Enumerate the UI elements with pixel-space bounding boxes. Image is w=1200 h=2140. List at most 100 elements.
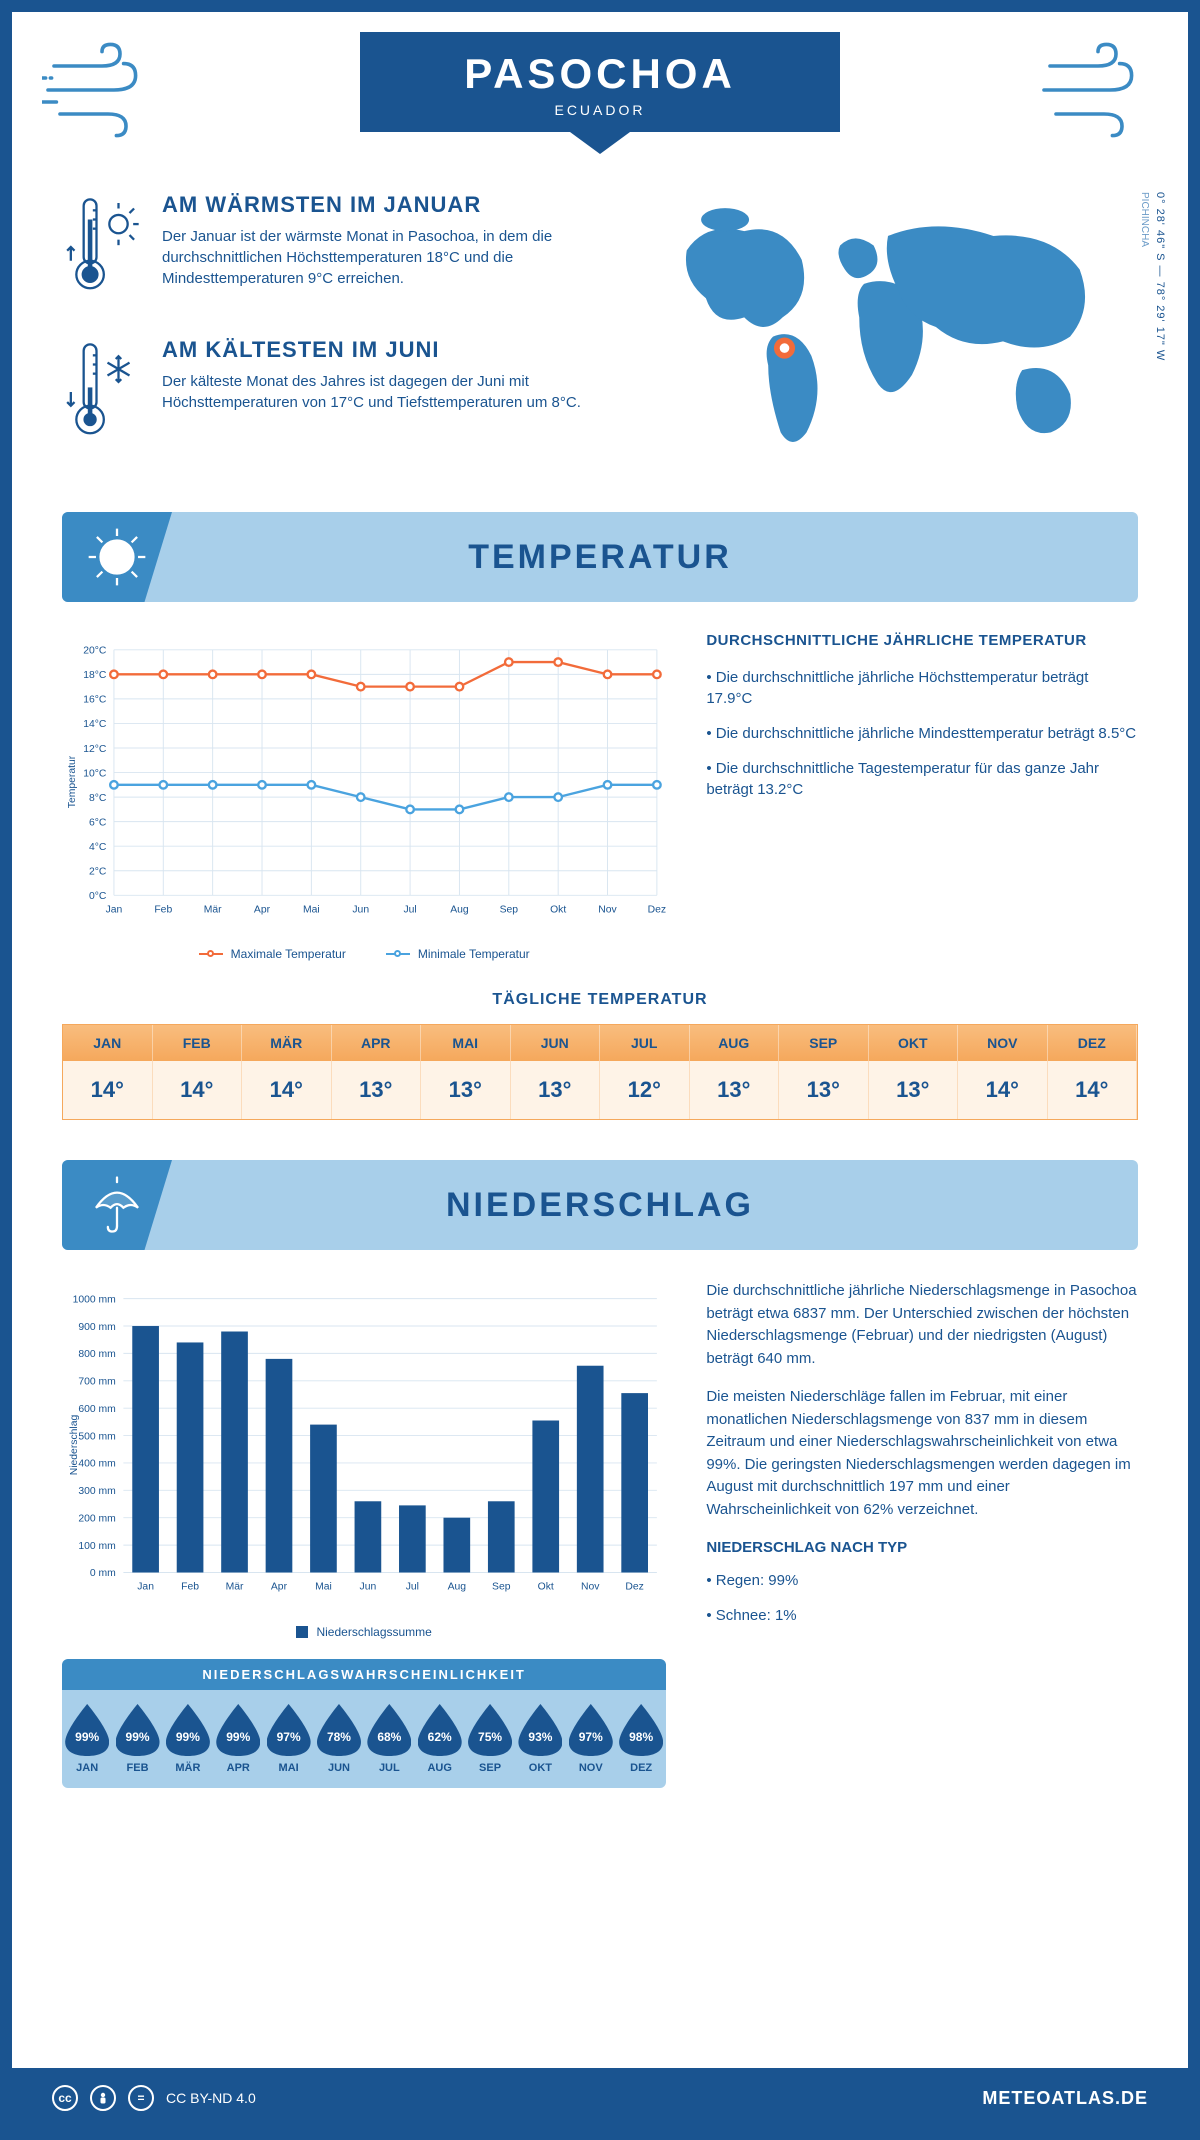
daily-month-header: AUG	[690, 1025, 780, 1061]
daily-month-header: NOV	[958, 1025, 1048, 1061]
by-icon	[90, 2085, 116, 2111]
map-svg	[658, 192, 1118, 462]
daily-temp-value: 13°	[421, 1061, 511, 1119]
svg-text:Nov: Nov	[598, 904, 617, 915]
svg-text:Aug: Aug	[448, 1581, 467, 1592]
temperature-section-banner: TEMPERATUR	[62, 512, 1138, 602]
intro-row: AM WÄRMSTEN IM JANUAR Der Januar ist der…	[62, 192, 1138, 482]
svg-text:Okt: Okt	[538, 1581, 554, 1592]
thermometer-snow-icon	[62, 337, 142, 452]
prob-title: NIEDERSCHLAGSWAHRSCHEINLICHKEIT	[62, 1659, 666, 1690]
svg-text:200 mm: 200 mm	[78, 1513, 115, 1524]
daily-temp-table: JANFEBMÄRAPRMAIJUNJULAUGSEPOKTNOVDEZ 14°…	[62, 1024, 1138, 1120]
daily-month-header: APR	[332, 1025, 422, 1061]
temp-desc-heading: DURCHSCHNITTLICHE JÄHRLICHE TEMPERATUR	[706, 632, 1138, 649]
thermometer-sun-icon	[62, 192, 142, 307]
prob-drop: 62%AUG	[415, 1704, 465, 1774]
daily-temp-value: 13°	[690, 1061, 780, 1119]
warmest-text: Der Januar ist der wärmste Monat in Paso…	[162, 226, 618, 289]
precipitation-description: Die durchschnittliche jährliche Niedersc…	[706, 1280, 1138, 1788]
warmest-title: AM WÄRMSTEN IM JANUAR	[162, 192, 618, 218]
legend-min-temp: Minimale Temperatur	[386, 947, 530, 961]
wind-icon	[1038, 42, 1158, 138]
daily-month-header: OKT	[869, 1025, 959, 1061]
svg-text:20°C: 20°C	[83, 646, 107, 657]
svg-text:16°C: 16°C	[83, 695, 107, 706]
temp-desc-bullet: • Die durchschnittliche jährliche Höchst…	[706, 667, 1138, 709]
daily-month-header: FEB	[153, 1025, 243, 1061]
svg-text:Jun: Jun	[352, 904, 369, 915]
prob-drop: 75%SEP	[465, 1704, 515, 1774]
prob-drop: 99%MÄR	[163, 1704, 213, 1774]
svg-text:500 mm: 500 mm	[78, 1431, 115, 1442]
daily-month-header: JUL	[600, 1025, 690, 1061]
precip-paragraph: Die meisten Niederschläge fallen im Febr…	[706, 1386, 1138, 1521]
daily-month-header: MAI	[421, 1025, 511, 1061]
svg-text:10°C: 10°C	[83, 768, 107, 779]
site-name: METEOATLAS.DE	[982, 2088, 1148, 2109]
temperature-heading: TEMPERATUR	[172, 538, 1138, 577]
svg-text:800 mm: 800 mm	[78, 1349, 115, 1360]
page-subtitle: ECUADOR	[360, 102, 840, 118]
world-map: 0° 28' 46" S — 78° 29' 17" W PICHINCHA	[658, 192, 1138, 482]
daily-month-header: JAN	[63, 1025, 153, 1061]
license: cc = CC BY-ND 4.0	[52, 2085, 256, 2111]
svg-text:Mär: Mär	[226, 1581, 244, 1592]
legend-max-temp: Maximale Temperatur	[199, 947, 346, 961]
daily-temp-value: 13°	[779, 1061, 869, 1119]
daily-temp-value: 14°	[63, 1061, 153, 1119]
temperature-chart-row: 0°C2°C4°C6°C8°C10°C12°C14°C16°C18°C20°CJ…	[62, 632, 1138, 961]
svg-text:700 mm: 700 mm	[78, 1377, 115, 1388]
svg-text:300 mm: 300 mm	[78, 1486, 115, 1497]
nd-icon: =	[128, 2085, 154, 2111]
precip-probability-bar: NIEDERSCHLAGSWAHRSCHEINLICHKEIT 99%JAN99…	[62, 1659, 666, 1788]
svg-text:Feb: Feb	[181, 1581, 199, 1592]
svg-text:4°C: 4°C	[89, 842, 107, 853]
precipitation-section-banner: NIEDERSCHLAG	[62, 1160, 1138, 1250]
daily-temp-heading: TÄGLICHE TEMPERATUR	[12, 991, 1188, 1009]
precipitation-chart-row: 0 mm100 mm200 mm300 mm400 mm500 mm600 mm…	[62, 1280, 1138, 1788]
svg-text:Jun: Jun	[360, 1581, 377, 1592]
svg-text:8°C: 8°C	[89, 793, 107, 804]
daily-temp-value: 14°	[958, 1061, 1048, 1119]
precipitation-heading: NIEDERSCHLAG	[172, 1186, 1138, 1225]
svg-text:2°C: 2°C	[89, 867, 107, 878]
coordinates: 0° 28' 46" S — 78° 29' 17" W	[1154, 192, 1166, 361]
precip-paragraph: Die durchschnittliche jährliche Niedersc…	[706, 1280, 1138, 1370]
temperature-description: DURCHSCHNITTLICHE JÄHRLICHE TEMPERATUR •…	[706, 632, 1138, 961]
license-text: CC BY-ND 4.0	[166, 2090, 256, 2106]
precip-legend: Niederschlagssumme	[62, 1625, 666, 1639]
svg-text:Jan: Jan	[137, 1581, 154, 1592]
svg-text:0°C: 0°C	[89, 891, 107, 902]
svg-text:Temperatur: Temperatur	[67, 755, 78, 808]
svg-text:Apr: Apr	[271, 1581, 288, 1592]
legend-min-label: Minimale Temperatur	[418, 947, 530, 961]
svg-text:100 mm: 100 mm	[78, 1541, 115, 1552]
svg-text:400 mm: 400 mm	[78, 1459, 115, 1470]
precip-type-heading: NIEDERSCHLAG NACH TYP	[706, 1537, 1138, 1560]
temperature-facts: AM WÄRMSTEN IM JANUAR Der Januar ist der…	[62, 192, 618, 482]
coldest-fact: AM KÄLTESTEN IM JUNI Der kälteste Monat …	[62, 337, 618, 452]
svg-text:Mai: Mai	[315, 1581, 332, 1592]
region-label: PICHINCHA	[1139, 192, 1150, 247]
daily-month-header: MÄR	[242, 1025, 332, 1061]
temp-desc-bullet: • Die durchschnittliche Tagestemperatur …	[706, 758, 1138, 800]
daily-temp-value: 13°	[332, 1061, 422, 1119]
svg-text:Nov: Nov	[581, 1581, 600, 1592]
daily-temp-value: 14°	[153, 1061, 243, 1119]
svg-text:Dez: Dez	[648, 904, 666, 915]
precip-legend-label: Niederschlagssumme	[316, 1625, 431, 1639]
temperature-line-chart: 0°C2°C4°C6°C8°C10°C12°C14°C16°C18°C20°CJ…	[62, 632, 666, 961]
svg-text:Jul: Jul	[406, 1581, 419, 1592]
svg-text:Okt: Okt	[550, 904, 566, 915]
svg-text:Mär: Mär	[204, 904, 222, 915]
prob-drop: 99%APR	[213, 1704, 263, 1774]
svg-text:Niederschlag: Niederschlag	[69, 1414, 80, 1475]
svg-text:Mai: Mai	[303, 904, 320, 915]
sun-icon	[62, 512, 172, 602]
svg-text:18°C: 18°C	[83, 670, 107, 681]
svg-text:Apr: Apr	[254, 904, 271, 915]
prob-drop: 99%FEB	[112, 1704, 162, 1774]
prob-drop: 93%OKT	[515, 1704, 565, 1774]
footer: cc = CC BY-ND 4.0 METEOATLAS.DE	[12, 2068, 1188, 2128]
